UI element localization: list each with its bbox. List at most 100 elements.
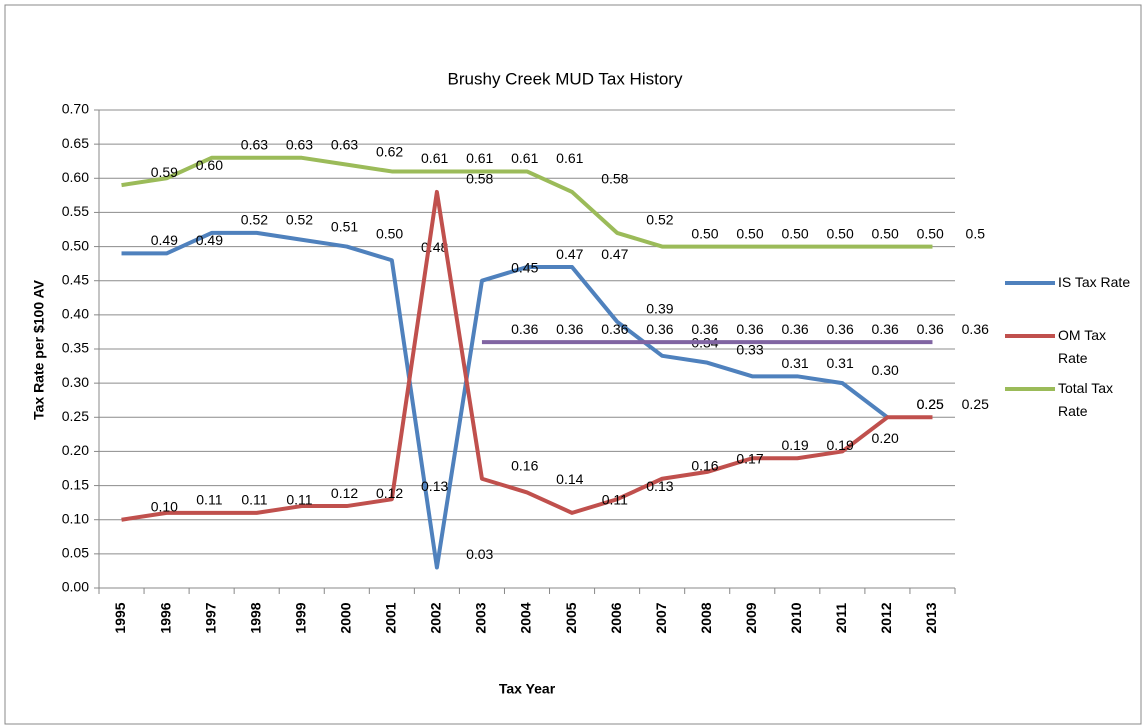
data-label: 0.11 (241, 492, 267, 508)
data-label: 0.47 (601, 246, 628, 262)
data-label: 0.50 (826, 225, 853, 241)
y-tick-label: 0.60 (62, 169, 89, 185)
x-tick-label: 2005 (563, 602, 579, 633)
y-tick-label: 0.20 (62, 442, 89, 458)
x-tick-label: 2001 (383, 602, 399, 633)
data-label: 0.61 (556, 150, 583, 166)
y-tick-label: 0.10 (62, 510, 89, 526)
y-tick-label: 0.35 (62, 340, 89, 356)
data-label: 0.36 (962, 321, 989, 337)
data-label: 0.49 (196, 232, 223, 248)
data-label: 0.36 (646, 321, 673, 337)
data-label: 0.50 (872, 225, 899, 241)
data-label: 0.50 (376, 225, 403, 241)
data-label: 0.19 (781, 437, 808, 453)
data-label: 0.25 (917, 396, 944, 412)
y-tick-label: 0.55 (62, 203, 89, 219)
y-tick-label: 0.25 (62, 408, 89, 424)
data-label: 0.39 (646, 300, 673, 316)
data-label: 0.61 (511, 150, 538, 166)
y-tick-label: 0.50 (62, 237, 89, 253)
data-label: 0.17 (736, 451, 763, 467)
data-label: 0.58 (466, 171, 493, 187)
legend-label: Total Tax Rate (1058, 380, 1113, 419)
data-label: 0.16 (691, 457, 718, 473)
data-label: 0.36 (872, 321, 899, 337)
data-label: 0.31 (826, 355, 853, 371)
data-label: 0.60 (196, 157, 223, 173)
y-tick-label: 0.70 (62, 101, 89, 117)
data-label: 0.61 (421, 150, 448, 166)
data-label: 0.50 (781, 225, 808, 241)
x-axis-title: Tax Year (499, 681, 556, 697)
data-label: 0.11 (286, 492, 312, 508)
data-label: 0.36 (691, 321, 718, 337)
data-label: 0.36 (736, 321, 763, 337)
data-label: 0.63 (286, 137, 313, 153)
data-label: 0.61 (466, 150, 493, 166)
x-tick-label: 2008 (698, 602, 714, 633)
y-tick-label: 0.15 (62, 476, 89, 492)
data-label: 0.50 (691, 225, 718, 241)
data-label: 0.50 (736, 225, 763, 241)
data-label: 0.25 (917, 396, 944, 412)
data-label: 0.62 (376, 143, 403, 159)
x-tick-label: 2006 (608, 602, 624, 633)
x-tick-label: 2009 (743, 602, 759, 633)
y-tick-label: 0.30 (62, 374, 89, 390)
series-line (121, 230, 889, 570)
data-label: 0.03 (466, 546, 493, 562)
legend-label: OM Tax Rate (1058, 327, 1106, 366)
x-tick-label: 2010 (788, 602, 804, 633)
y-tick-label: 0.40 (62, 306, 89, 322)
y-tick-label: 0.65 (62, 135, 89, 151)
data-label: 0.52 (241, 212, 268, 228)
data-label: 0.36 (556, 321, 583, 337)
x-tick-label: 1998 (247, 602, 263, 633)
data-label: 0.63 (331, 137, 358, 153)
data-label: 0.47 (556, 246, 583, 262)
data-label: 0.45 (511, 259, 538, 275)
data-label: 0.52 (646, 212, 673, 228)
data-label: 0.13 (421, 478, 448, 494)
data-label: 0.10 (151, 498, 178, 514)
x-tick-label: 2011 (833, 603, 849, 634)
x-tick-label: 2000 (337, 602, 353, 633)
x-tick-label: 2004 (518, 602, 534, 633)
x-tick-label: 1999 (292, 602, 308, 633)
data-label: 0.36 (826, 321, 853, 337)
data-label: 0.59 (151, 164, 178, 180)
data-label: 0.14 (556, 471, 583, 487)
y-axis-title: Tax Rate per $100 AV (31, 279, 47, 419)
x-tick-label: 2013 (923, 602, 939, 633)
data-label: 0.50 (917, 225, 944, 241)
data-label: 0.36 (917, 321, 944, 337)
x-tick-label: 1995 (112, 602, 128, 633)
x-tick-label: 1996 (157, 602, 173, 633)
series-line (121, 189, 933, 522)
data-label: 0.11 (196, 492, 222, 508)
data-label: 0.16 (511, 457, 538, 473)
series-line (121, 155, 933, 249)
x-tick-label: 2002 (428, 602, 444, 633)
data-label: 0.36 (511, 321, 538, 337)
data-label: 0.33 (736, 341, 763, 357)
data-label: 0.63 (241, 137, 268, 153)
data-label: 0.11 (602, 492, 628, 508)
data-label: 0.13 (646, 478, 673, 494)
data-label: 0.20 (872, 430, 899, 446)
y-tick-label: 0.05 (62, 545, 89, 561)
data-label: 0.19 (826, 437, 853, 453)
data-label: 0.5 (966, 225, 986, 241)
data-label: 0.31 (781, 355, 808, 371)
x-tick-label: 1997 (202, 602, 218, 633)
y-tick-label: 0.45 (62, 271, 89, 287)
data-label: 0.12 (376, 485, 403, 501)
chart-border (4, 4, 1142, 725)
legend-label: IS Tax Rate (1058, 274, 1131, 290)
data-label: 0.51 (331, 218, 358, 234)
data-label: 0.58 (601, 171, 628, 187)
x-tick-label: 2003 (473, 602, 489, 633)
